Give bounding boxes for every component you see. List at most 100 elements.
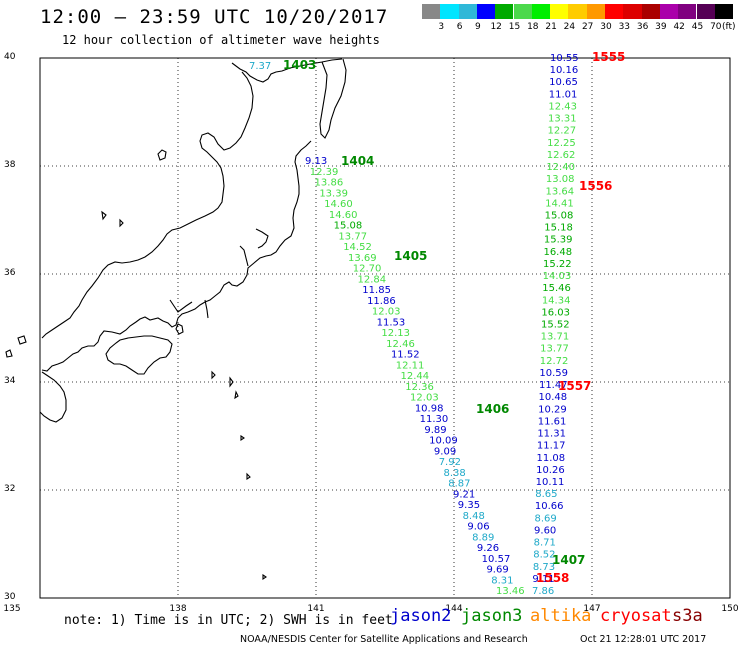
swh-value: 9.26 xyxy=(477,543,499,554)
swh-value: 12.39 xyxy=(310,167,339,178)
swh-value: 11.85 xyxy=(362,285,391,296)
color-scale-tick-label: 18 xyxy=(527,22,539,32)
swh-value: 11.08 xyxy=(537,453,566,464)
swh-value: 11.30 xyxy=(420,414,449,425)
swh-value: 12.25 xyxy=(547,138,576,149)
color-scale-tick-label: 70 xyxy=(710,22,722,32)
swh-value: 10.59 xyxy=(539,368,568,379)
swh-value: 11.86 xyxy=(367,296,396,307)
swh-value: 10.09 xyxy=(429,436,458,447)
swh-value: 9.60 xyxy=(534,525,556,536)
legend-item-s3a: s3a xyxy=(672,606,703,626)
swh-value: 9.69 xyxy=(486,565,508,576)
color-scale-swatch xyxy=(495,4,514,19)
color-scale-tick-label: 3 xyxy=(438,22,445,32)
swh-value: 12.27 xyxy=(548,126,577,137)
swh-value: 13.46 xyxy=(496,586,525,597)
tokyo-bay-coast xyxy=(239,228,269,267)
swh-value: 12.72 xyxy=(540,356,569,367)
swh-value: 12.43 xyxy=(548,101,577,112)
swh-value: 12.62 xyxy=(547,150,576,161)
swh-value: 12.70 xyxy=(353,264,382,275)
swh-value: 13.86 xyxy=(315,178,344,189)
swh-value: 10.66 xyxy=(535,501,564,512)
swh-value: 14.60 xyxy=(329,210,358,221)
orbit-number-label: 1555 xyxy=(592,50,625,64)
orbit-number-label: 1403 xyxy=(283,58,316,72)
swh-value: 10.98 xyxy=(415,403,444,414)
latitude-label: 40 xyxy=(4,52,16,62)
swh-value: 10.48 xyxy=(539,392,568,403)
swh-value: 8.89 xyxy=(472,532,494,543)
swh-value: 12.44 xyxy=(401,371,430,382)
swh-value: 15.46 xyxy=(542,283,571,294)
color-scale-swatch xyxy=(714,4,734,19)
swh-value: 14.34 xyxy=(542,295,571,306)
orbit-number-label: 1405 xyxy=(394,249,427,263)
coastline xyxy=(5,58,347,581)
swh-value: 16.48 xyxy=(543,247,572,258)
color-scale-swatch xyxy=(440,4,459,19)
swh-value: 13.77 xyxy=(540,344,569,355)
swh-value: 9.09 xyxy=(434,446,456,457)
color-scale-swatch xyxy=(696,4,715,19)
map-frame xyxy=(39,57,731,599)
swh-value: 8.69 xyxy=(534,513,556,524)
swh-value: 12.03 xyxy=(410,393,439,404)
swh-value: 15.18 xyxy=(544,223,573,234)
orbit-number-label: 1556 xyxy=(579,179,612,193)
color-scale-swatch xyxy=(605,4,624,19)
swh-value: 11.53 xyxy=(377,317,406,328)
latitude-label: 36 xyxy=(4,268,16,278)
swh-value: 12.13 xyxy=(381,328,410,339)
swh-value: 15.08 xyxy=(334,221,363,232)
color-scale-unit: (ft) xyxy=(722,22,736,32)
kyushu-coast xyxy=(39,371,67,423)
swh-value: 8.71 xyxy=(534,538,556,549)
swh-value: 11.52 xyxy=(391,350,420,361)
swh-value: 7.92 xyxy=(439,457,461,468)
footer-timestamp: Oct 21 12:28:01 UTC 2017 xyxy=(580,634,707,645)
swh-value: 10.26 xyxy=(536,465,565,476)
color-scale-tick-label: 9 xyxy=(475,22,481,32)
swh-value: 11.47 xyxy=(539,380,568,391)
page-subtitle: 12 hour collection of altimeter wave hei… xyxy=(62,33,380,47)
color-scale-tick-label: 45 xyxy=(691,22,704,32)
color-scale-swatch xyxy=(476,4,496,19)
color-scale-tick-label: 27 xyxy=(581,22,594,32)
swh-value: 14.52 xyxy=(343,242,372,253)
color-scale-tick-label: 39 xyxy=(655,22,667,32)
swh-value: 10.57 xyxy=(482,554,511,565)
swh-value: 8.38 xyxy=(443,468,465,479)
swh-value: 12.36 xyxy=(405,382,434,393)
swh-value: 9.06 xyxy=(467,522,489,533)
oki-islands xyxy=(5,335,27,358)
color-scale-swatch xyxy=(458,4,477,19)
latitude-label: 34 xyxy=(4,376,16,386)
page-title: 12:00 – 23:59 UTC 10/20/2017 xyxy=(40,6,389,28)
legend-item-jason3: jason3 xyxy=(461,606,523,626)
swh-value: 14.03 xyxy=(543,271,572,282)
color-scale-swatch xyxy=(586,4,605,19)
color-scale-swatch xyxy=(568,4,587,19)
color-scale-swatch xyxy=(531,4,551,19)
legend-item-altika: altika xyxy=(530,606,592,626)
longitude-label: 135 xyxy=(3,604,21,614)
swh-value: 15.22 xyxy=(543,259,572,270)
color-scale-tick-label: 12 xyxy=(490,22,502,32)
longitude-label: 144 xyxy=(445,604,463,614)
swh-value: 12.46 xyxy=(386,339,415,350)
honshu-coast xyxy=(41,71,312,372)
swh-value: 12.03 xyxy=(372,307,401,318)
swh-value: 8.73 xyxy=(533,562,555,573)
color-scale-swatch xyxy=(641,4,660,19)
swh-value: 12.11 xyxy=(396,360,425,371)
swh-value: 10.11 xyxy=(536,477,565,488)
swh-value: 13.69 xyxy=(348,253,377,264)
swh-value: 15.39 xyxy=(544,235,573,246)
swh-value: 7.37 xyxy=(249,61,271,72)
swh-value: 13.31 xyxy=(548,114,577,125)
orbit-labels: 1403 1404 1405 1406 1407 1555 1556 1557 1558 xyxy=(283,50,625,585)
swh-value: 11.31 xyxy=(537,429,566,440)
